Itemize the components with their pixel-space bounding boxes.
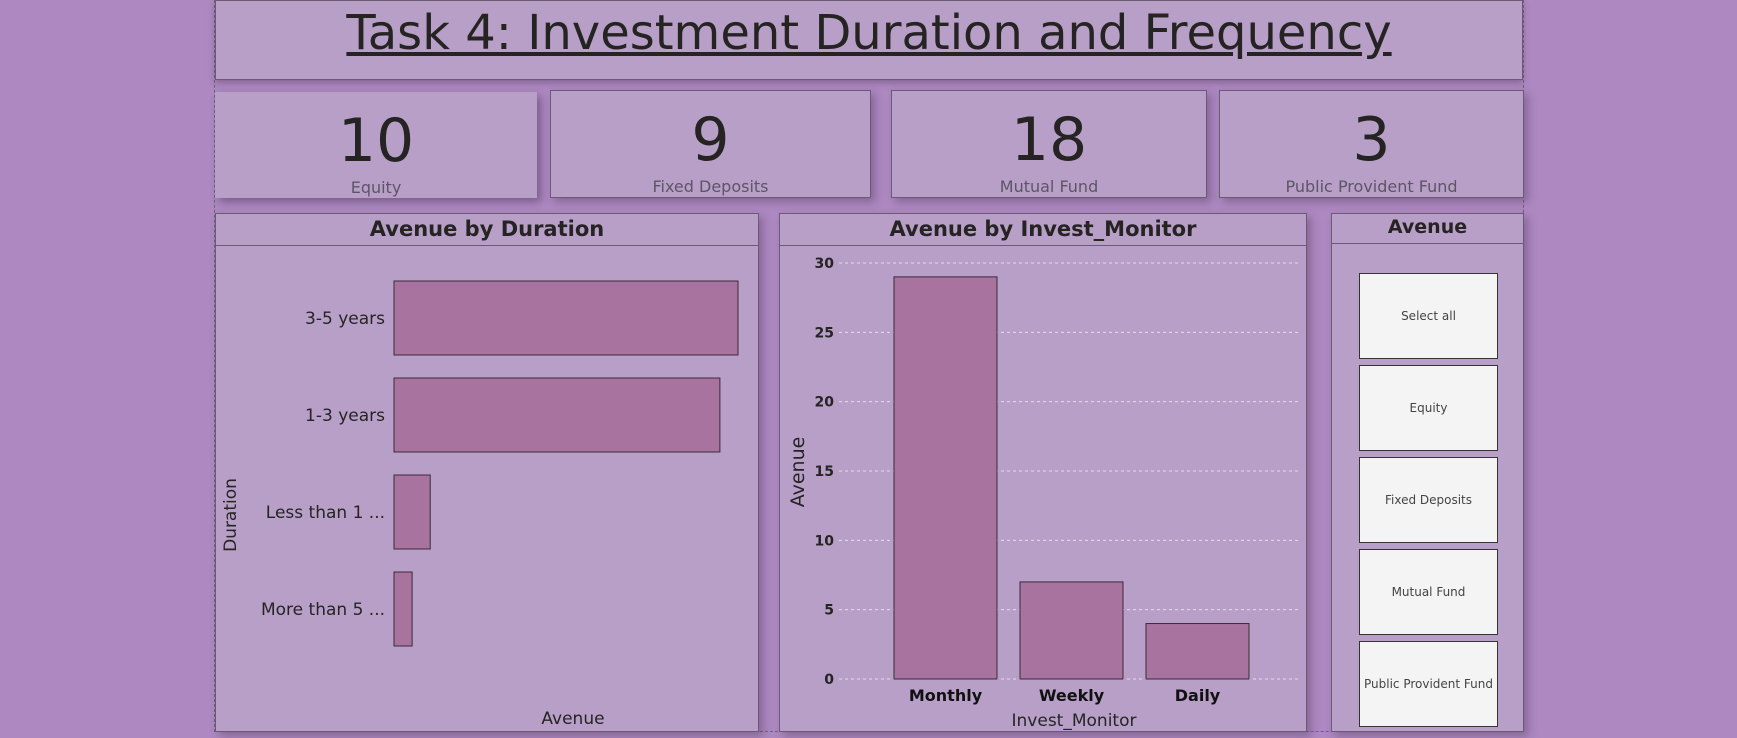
card-value: 18 (1010, 105, 1088, 175)
card-value: 10 (337, 106, 415, 176)
slicer-item-equity[interactable]: Equity (1359, 365, 1498, 451)
slicer-item-select-all[interactable]: Select all (1359, 273, 1498, 359)
chart-title: Avenue by Duration (216, 214, 758, 246)
bar[interactable] (393, 377, 721, 453)
bar[interactable] (893, 276, 998, 680)
y-tick-label: 20 (815, 395, 835, 411)
slicer-item-fixed-deposits[interactable]: Fixed Deposits (1359, 457, 1498, 543)
category-label: 3-5 years (305, 309, 385, 329)
y-tick-label: 10 (815, 533, 835, 549)
bar[interactable] (393, 474, 431, 550)
card-public-provident-fund[interactable]: 3 Public Provident Fund (1219, 90, 1524, 198)
y-axis-title: Duration (221, 478, 241, 552)
x-axis-title: Invest_Monitor (1012, 711, 1137, 731)
y-tick-label: 5 (824, 603, 834, 619)
y-tick-label: 30 (815, 256, 835, 272)
bar[interactable] (1145, 623, 1250, 680)
card-label: Public Provident Fund (1285, 177, 1458, 196)
y-tick-label: 15 (815, 464, 834, 480)
y-axis-title: Avenue (787, 437, 809, 508)
category-label: 1-3 years (305, 406, 385, 426)
bar[interactable] (393, 571, 413, 647)
slicer-title: Avenue (1332, 214, 1523, 244)
card-label: Equity (350, 178, 402, 197)
category-label: Weekly (1039, 686, 1105, 705)
card-label: Mutual Fund (999, 177, 1099, 196)
category-label: More than 5 ... (261, 600, 385, 620)
card-equity[interactable]: 10 Equity (215, 92, 537, 198)
x-axis-title: Avenue (541, 709, 604, 729)
avenue-slicer-panel: Avenue Select all Equity Fixed Deposits … (1331, 213, 1524, 732)
card-fixed-deposits[interactable]: 9 Fixed Deposits (550, 90, 871, 198)
card-value: 9 (691, 105, 730, 175)
y-tick-label: 0 (824, 672, 834, 688)
invest-monitor-chart-panel[interactable]: Avenue by Invest_Monitor Avenue Invest_M… (779, 213, 1307, 732)
category-label: Monthly (909, 686, 983, 705)
slicer-item-mutual-fund[interactable]: Mutual Fund (1359, 549, 1498, 635)
category-label: Less than 1 ... (266, 503, 385, 523)
duration-bar-chart[interactable]: Duration Avenue 3-5 years 1-3 years Less t… (216, 245, 758, 731)
y-tick-label: 25 (815, 325, 834, 341)
invest-monitor-bar-chart[interactable]: Avenue Invest_Monitor 0 5 10 15 20 25 30 Monthl… (780, 245, 1306, 731)
chart-title: Avenue by Invest_Monitor (780, 214, 1306, 246)
card-mutual-fund[interactable]: 18 Mutual Fund (891, 90, 1207, 198)
category-label: Daily (1175, 686, 1221, 705)
bar[interactable] (393, 280, 739, 356)
page-title: Task 4: Investment Duration and Frequenc… (346, 5, 1392, 61)
slicer-item-public-provident-fund[interactable]: Public Provident Fund (1359, 641, 1498, 727)
bar[interactable] (1019, 581, 1124, 680)
duration-chart-panel[interactable]: Avenue by Duration Duration Avenue 3-5 y… (215, 213, 759, 732)
card-value: 3 (1352, 105, 1391, 175)
title-panel: Task 4: Investment Duration and Frequenc… (215, 0, 1523, 80)
card-label: Fixed Deposits (652, 177, 769, 196)
